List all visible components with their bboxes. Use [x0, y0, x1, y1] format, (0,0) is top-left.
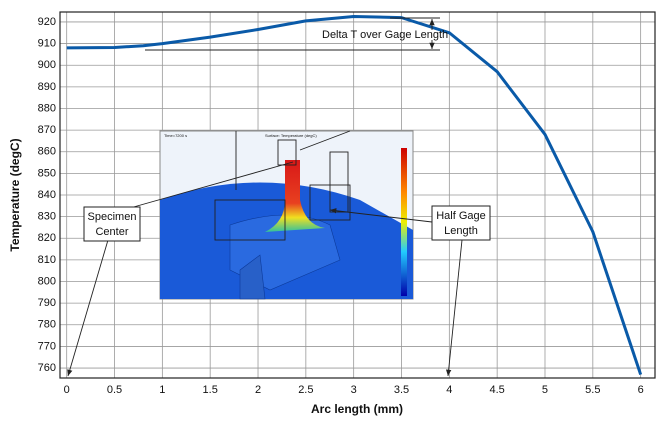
y-tick-label: 900	[38, 59, 56, 71]
y-tick-label: 760	[38, 362, 56, 374]
annotation-box	[431, 205, 491, 241]
x-tick-label: 4	[446, 384, 452, 396]
x-tick-label: 1	[159, 384, 165, 396]
y-tick-label: 860	[38, 146, 56, 158]
arrow	[67, 239, 109, 377]
plot-frame	[59, 11, 656, 379]
y-tick-label: 800	[38, 275, 56, 287]
arrow	[329, 208, 433, 223]
y-tick-label: 790	[38, 297, 56, 309]
y-tick-label: 910	[38, 37, 56, 49]
x-tick-label: 0.5	[107, 384, 122, 396]
x-tick-label: 5	[542, 384, 548, 396]
y-tick-label: 920	[38, 16, 56, 28]
x-tick-label: 6	[638, 384, 644, 396]
x-tick-label: 0	[64, 384, 70, 396]
x-tick-label: 3	[351, 384, 357, 396]
y-tick-label: 880	[38, 102, 56, 114]
y-tick-label: 830	[38, 211, 56, 223]
annotation: Center	[95, 226, 128, 238]
x-tick-label: 5.5	[585, 384, 600, 396]
annotation: Delta T over Gage Length	[322, 29, 448, 41]
annotation: Specimen	[88, 211, 137, 223]
data-line	[66, 15, 643, 376]
x-tick-label: 2.5	[298, 384, 313, 396]
x-axis-title: Arc length (mm)	[311, 402, 403, 416]
y-tick-label: 820	[38, 232, 56, 244]
arrow	[445, 239, 463, 377]
y-tick-label: 850	[38, 167, 56, 179]
annotation: Length	[444, 225, 478, 237]
y-tick-label: 840	[38, 189, 56, 201]
y-tick-label: 780	[38, 319, 56, 331]
y-tick-label: 890	[38, 81, 56, 93]
x-tick-label: 2	[255, 384, 261, 396]
y-axis-title: Temperature (degC)	[8, 138, 22, 251]
inset-text: Time=7200 s	[164, 133, 187, 138]
y-tick-label: 870	[38, 124, 56, 136]
y-tick-label: 770	[38, 340, 56, 352]
x-tick-label: 1.5	[203, 384, 218, 396]
y-tick-label: 810	[38, 254, 56, 266]
x-tick-label: 4.5	[490, 384, 505, 396]
leader	[129, 161, 294, 209]
x-tick-label: 3.5	[394, 384, 409, 396]
annotation: Half Gage	[436, 210, 486, 222]
inset-text: Surface: Temperature (degC)	[265, 133, 317, 138]
annotation-box	[83, 206, 141, 242]
